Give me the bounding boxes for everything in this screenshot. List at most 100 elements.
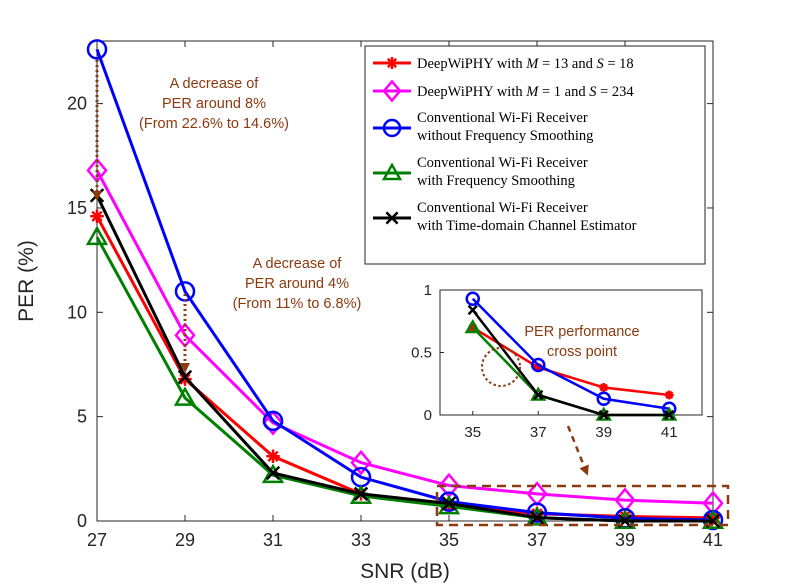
legend-entry: DeepWiPHY with M = 1 and S = 234 bbox=[373, 79, 634, 103]
x-tick-label: 33 bbox=[351, 530, 371, 550]
legend-label-line-1: Conventional Wi-Fi Receiver bbox=[417, 110, 588, 126]
series-diamond bbox=[86, 157, 724, 517]
legend-label-line-2: without Frequency Smoothing bbox=[417, 128, 593, 144]
y-tick-label: 10 bbox=[67, 302, 87, 322]
legend: DeepWiPHY with M = 13 and S = 18 DeepWiPH… bbox=[364, 45, 706, 265]
legend-label: DeepWiPHY with M = 1 and S = 234 bbox=[417, 84, 634, 100]
inset-y-tick-label: 1 bbox=[424, 282, 432, 299]
data-point-diamond bbox=[174, 322, 196, 349]
data-point-circle bbox=[526, 502, 548, 523]
inset-series-group bbox=[464, 291, 678, 421]
legend-entry: Conventional Wi-Fi Receiver without Frequ… bbox=[373, 110, 593, 144]
inset-y-tick-label: 0 bbox=[424, 407, 432, 424]
zoom-arrow bbox=[566, 425, 589, 476]
inset-data-point-asterisk bbox=[533, 363, 543, 372]
legend-label-line-1: Conventional Wi-Fi Receiver bbox=[417, 200, 588, 216]
x-tick-label: 37 bbox=[527, 530, 547, 550]
data-point-x bbox=[529, 510, 545, 525]
x-tick-label: 31 bbox=[263, 530, 283, 550]
x-tick-label: 35 bbox=[439, 530, 459, 550]
annotation-29: A decrease of PER around 4% (From 11% to… bbox=[233, 256, 362, 312]
x-tick-label: 41 bbox=[703, 530, 723, 550]
inset-annotation-line-2: cross point bbox=[547, 344, 617, 360]
data-point-x bbox=[265, 465, 281, 481]
data-point-x bbox=[353, 486, 369, 502]
cross-point-circle bbox=[481, 347, 521, 387]
x-axis-label: SNR (dB) bbox=[360, 560, 450, 583]
series-circle bbox=[86, 39, 724, 531]
inset-annotation-line-1: PER performance bbox=[524, 324, 639, 340]
data-point-triangle bbox=[85, 225, 109, 246]
inset-data-point-triangle bbox=[530, 386, 547, 401]
data-point-asterisk bbox=[706, 511, 720, 525]
plot-area-frame bbox=[96, 40, 714, 522]
legend-label-line-2: with Time-domain Channel Estimator bbox=[417, 218, 637, 234]
inset-data-point-x bbox=[664, 409, 675, 421]
legend-label-line-1: Conventional Wi-Fi Receiver bbox=[417, 155, 588, 171]
data-point-diamond bbox=[262, 410, 284, 436]
y-tick-label: 20 bbox=[67, 94, 87, 114]
x-tick-label: 39 bbox=[615, 530, 635, 550]
inset-x-tick-label: 35 bbox=[464, 424, 481, 441]
data-point-circle bbox=[262, 410, 284, 432]
legend-marker-x bbox=[385, 211, 399, 225]
inset-data-point-asterisk bbox=[599, 383, 609, 392]
inset-x-tick-label: 37 bbox=[530, 424, 547, 441]
inset-data-point-circle bbox=[465, 291, 480, 306]
inset-data-point-x bbox=[598, 409, 609, 421]
inset-y-axis-ticks: 00.51 bbox=[411, 282, 444, 424]
legend-entry: Conventional Wi-Fi Receiver with Frequenc… bbox=[373, 155, 588, 189]
main-series-group bbox=[85, 39, 725, 531]
series-x bbox=[89, 188, 721, 529]
legend-label: DeepWiPHY with M = 13 and S = 18 bbox=[417, 56, 634, 72]
annotation-29-line-3: (From 11% to 6.8%) bbox=[233, 296, 362, 312]
inset-x-tick-label: 41 bbox=[661, 424, 678, 441]
data-point-triangle bbox=[173, 386, 197, 406]
legend-marker-triangle bbox=[381, 162, 403, 181]
inset-y-tick-label: 0.5 bbox=[411, 345, 432, 362]
inset-series-line bbox=[471, 297, 670, 410]
annotation-27: A decrease of PER around 8% (From 22.6% … bbox=[139, 76, 289, 132]
legend-marker-circle bbox=[382, 118, 402, 138]
data-point-asterisk bbox=[618, 509, 632, 524]
inset-series-line bbox=[472, 326, 670, 397]
annotation-27-line-3: (From 22.6% to 14.6%) bbox=[139, 116, 289, 132]
legend-label-line-2: with Frequency Smoothing bbox=[417, 173, 575, 189]
inset-data-point-asterisk bbox=[664, 390, 674, 400]
x-axis-ticks: 27 29 31 33 35 37 39 41 bbox=[87, 41, 723, 550]
series-line bbox=[95, 48, 714, 522]
legend-entry: DeepWiPHY with M = 13 and S = 18 bbox=[373, 56, 634, 72]
data-point-circle bbox=[86, 39, 108, 60]
data-point-x bbox=[441, 496, 457, 511]
annotation-29-line-1: A decrease of bbox=[253, 256, 343, 272]
data-point-asterisk bbox=[266, 449, 280, 464]
y-tick-label: 15 bbox=[67, 198, 87, 218]
legend-entry: Conventional Wi-Fi Receiver with Time-dom… bbox=[373, 200, 637, 234]
inset-x-tick-label: 39 bbox=[595, 424, 612, 441]
inset-data-point-x bbox=[533, 389, 544, 401]
inset-data-point-triangle bbox=[464, 318, 481, 334]
y-axis-label: PER (%) bbox=[15, 240, 38, 322]
data-point-asterisk bbox=[90, 209, 104, 224]
annotation-29-line-2: PER around 4% bbox=[245, 276, 349, 292]
x-tick-label: 29 bbox=[175, 530, 195, 550]
inset-data-point-x bbox=[467, 304, 478, 316]
legend-marker-diamond bbox=[382, 79, 402, 103]
inset-series-x bbox=[467, 304, 675, 421]
series-line bbox=[95, 169, 714, 505]
series-line bbox=[95, 194, 713, 523]
inset-data-point-circle bbox=[531, 357, 546, 373]
legend-box bbox=[364, 45, 706, 265]
x-tick-label: 27 bbox=[87, 530, 107, 550]
y-tick-label: 5 bbox=[77, 407, 87, 427]
inset-chart: 35 37 39 41 00.51 PER performance cross poi… bbox=[411, 282, 703, 441]
y-tick-label: 0 bbox=[77, 511, 87, 531]
inset-data-point-circle bbox=[596, 391, 611, 406]
inset-x-axis-ticks: 35 37 39 41 bbox=[464, 411, 678, 441]
annotation-27-line-2: PER around 8% bbox=[162, 96, 266, 112]
inset-series-line bbox=[471, 309, 670, 417]
legend-marker-asterisk bbox=[386, 57, 398, 69]
data-point-diamond bbox=[350, 449, 372, 476]
